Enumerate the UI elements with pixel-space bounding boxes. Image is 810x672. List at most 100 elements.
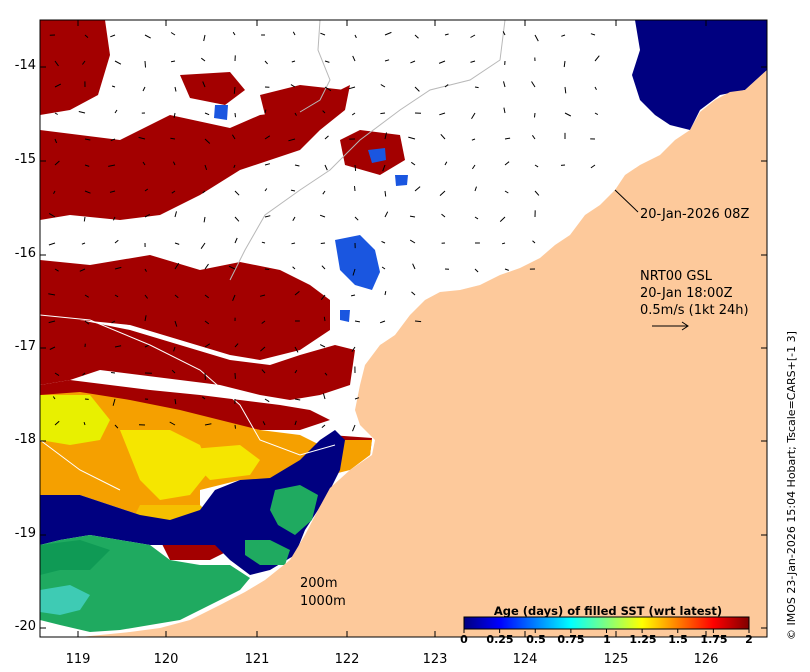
colorbar bbox=[463, 616, 750, 633]
current-title: NRT00 GSL bbox=[640, 269, 712, 284]
current-vector bbox=[351, 346, 356, 352]
current-vector bbox=[174, 294, 179, 299]
current-vector bbox=[49, 346, 56, 350]
current-vector bbox=[379, 320, 386, 324]
current-vector bbox=[142, 161, 146, 166]
current-vector bbox=[408, 136, 416, 140]
current-vector bbox=[354, 186, 356, 192]
current-vector bbox=[441, 213, 446, 218]
current-vector bbox=[531, 81, 536, 88]
current-vector bbox=[531, 135, 536, 140]
current-vector bbox=[234, 424, 236, 429]
colorbar-tick-label: 1.5 bbox=[668, 633, 688, 646]
current-vector bbox=[590, 164, 596, 169]
current-vector bbox=[564, 112, 572, 117]
current-vector bbox=[471, 164, 476, 170]
current-vector bbox=[590, 33, 596, 36]
date-label: 20-Jan-2026 08Z bbox=[640, 207, 750, 222]
current-vector bbox=[78, 111, 86, 114]
current-vector bbox=[108, 164, 116, 167]
current-vector bbox=[144, 60, 146, 68]
current-vector bbox=[83, 421, 86, 426]
current-vector bbox=[411, 161, 416, 166]
current-vector bbox=[81, 60, 86, 65]
current-scale-label: 0.5m/s (1kt 24h) bbox=[640, 303, 749, 318]
current-vector bbox=[84, 190, 91, 194]
current-vector bbox=[83, 216, 86, 222]
current-vector bbox=[169, 421, 176, 426]
current-vector bbox=[82, 372, 86, 376]
current-vector bbox=[174, 320, 178, 327]
current-vector bbox=[294, 398, 301, 401]
current-vector bbox=[48, 293, 56, 296]
current-vector bbox=[53, 190, 56, 194]
current-vector bbox=[354, 397, 360, 400]
x-tick-label: 119 bbox=[65, 652, 91, 667]
current-vector bbox=[171, 190, 176, 194]
current-vector bbox=[294, 291, 300, 296]
current-vector bbox=[352, 55, 356, 62]
current-vector bbox=[234, 237, 238, 244]
current-vector bbox=[170, 32, 176, 36]
current-vector bbox=[294, 369, 298, 374]
colorbar-tick-label: 0 bbox=[460, 633, 468, 646]
current-vector bbox=[350, 294, 356, 297]
current-vector bbox=[234, 112, 236, 118]
current-vector bbox=[380, 112, 386, 115]
current-vector bbox=[502, 31, 506, 36]
current-vector bbox=[322, 393, 326, 400]
current-vector bbox=[294, 112, 297, 116]
current-vector bbox=[504, 137, 511, 140]
colorbar-tick-label: 1 bbox=[603, 633, 611, 646]
current-vector bbox=[474, 186, 477, 192]
y-tick-label: -14 bbox=[14, 58, 36, 73]
current-vector bbox=[233, 164, 236, 168]
current-vector bbox=[439, 112, 446, 116]
current-vector bbox=[204, 343, 211, 348]
current-vector bbox=[204, 263, 209, 270]
current-vector bbox=[324, 135, 329, 140]
current-vector bbox=[503, 81, 506, 88]
x-tick-label: 122 bbox=[334, 652, 360, 667]
current-vector bbox=[384, 190, 387, 197]
current-vector bbox=[264, 163, 271, 166]
colorbar-gradient bbox=[463, 616, 750, 630]
current-vector bbox=[411, 291, 416, 296]
y-tick-label: -15 bbox=[14, 152, 36, 167]
current-vector bbox=[414, 186, 421, 192]
isobath-lines bbox=[229, 19, 506, 281]
current-vector bbox=[320, 32, 326, 36]
current-vector bbox=[504, 268, 509, 271]
current-vector bbox=[348, 86, 356, 90]
current-vector bbox=[54, 372, 60, 377]
current-scale-arrow bbox=[652, 321, 689, 331]
current-vector bbox=[414, 34, 419, 39]
current-vector bbox=[54, 83, 62, 88]
current-vector bbox=[144, 34, 151, 39]
current-vector bbox=[261, 241, 266, 244]
current-vector bbox=[474, 216, 479, 220]
current-vector bbox=[232, 31, 236, 36]
current-vector bbox=[290, 84, 296, 88]
current-vector bbox=[439, 190, 446, 196]
current-vector bbox=[504, 190, 509, 194]
current-vector bbox=[384, 290, 387, 296]
current-vector bbox=[203, 34, 206, 42]
current-vector bbox=[354, 216, 359, 221]
current-vector bbox=[114, 109, 118, 114]
y-tick-label: -19 bbox=[14, 526, 36, 541]
current-vector bbox=[294, 164, 300, 167]
y-tick-label: -16 bbox=[14, 246, 36, 261]
current-vector bbox=[174, 242, 180, 245]
current-vector bbox=[202, 81, 206, 88]
current-vector bbox=[171, 369, 176, 374]
current-vector bbox=[172, 161, 176, 166]
current-vector bbox=[54, 420, 60, 426]
x-tick-label: 120 bbox=[153, 652, 179, 667]
current-vector bbox=[288, 138, 296, 142]
current-vector bbox=[324, 372, 328, 376]
current-vector bbox=[412, 263, 416, 270]
current-vector bbox=[381, 240, 386, 244]
current-vector bbox=[144, 188, 149, 192]
current-vector bbox=[321, 265, 326, 270]
